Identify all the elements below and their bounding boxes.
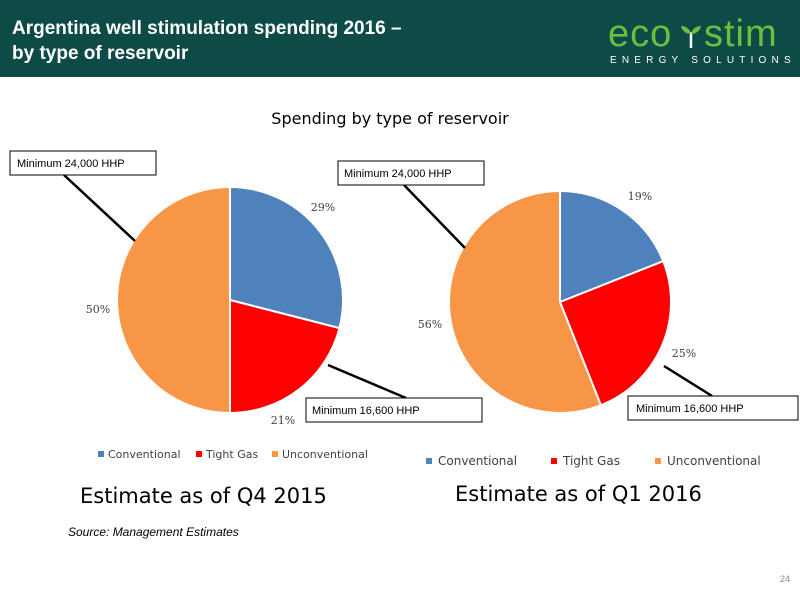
pie2-label-tight-gas: 25% [672,347,696,360]
pie1-legend-swatch-tight-gas [196,451,202,457]
pie2-slice-tight-gas [558,259,672,407]
pie1-legend-swatch-unconventional [272,451,278,457]
pie2-slice-unconventional [448,189,603,414]
page-number: 24 [780,574,790,584]
pie2-callout-line-tight-gas [663,364,713,398]
pie1-legend-swatch-conventional [98,451,104,457]
pie2-label-unconventional: 56% [418,318,442,331]
source-note: Source: Management Estimates [68,525,239,539]
pie2-callout-box-unconventional [337,160,485,186]
pie1-legend-tight-gas: Tight Gas [205,448,258,461]
pie1-slice-tight-gas [229,298,341,415]
pie2-legend-swatch-conventional [426,458,432,464]
slide-header: Argentina well stimulation spending 2016… [0,0,800,77]
slide-title-line-2: by type of reservoir [12,43,189,64]
pie1-label-conventional: 29% [311,201,335,214]
pie-chart-q4-2015: 29% 21% 50% Minimum 24,000 HHP Minimum 1… [9,150,483,508]
chart-title: Spending by type of reservoir [271,109,509,128]
pie1-callout-unconventional: Minimum 24,000 HHP [17,158,125,170]
pie1-callout-box-unconventional [9,150,157,176]
logo-eco-text: eco [608,13,673,55]
pie1-callout-tight-gas: Minimum 16,600 HHP [312,405,420,417]
pie1-legend-conventional: Conventional [108,448,181,461]
pie1-label-tight-gas: 21% [271,414,295,427]
pie2-legend-tight-gas: Tight Gas [562,454,620,468]
pie2-legend-unconventional: Unconventional [667,454,761,468]
slide-title: Argentina well stimulation spending 2016… [12,16,402,66]
pie2-callout-box-tight-gas [627,395,799,421]
pie1-slice-unconventional [116,185,231,415]
pie2-caption: Estimate as of Q1 2016 [455,482,702,506]
pie1-callout-line-unconventional [63,174,136,242]
pie2-callout-tight-gas: Minimum 16,600 HHP [636,403,744,415]
pie2-label-conventional: 19% [628,190,652,203]
ecostim-logo: eco stim ENERGY SOLUTIONS [606,12,791,70]
pie2-legend-swatch-unconventional [655,458,661,464]
pie1-legend: Conventional Tight Gas Unconventional [98,448,368,461]
slide-title-line-1: Argentina well stimulation spending 2016… [12,18,402,39]
pie1-callout-box-tight-gas [305,397,483,423]
pie2-callout-line-unconventional [403,184,466,249]
pie2-slice-conventional [559,189,665,304]
logo-stim-text: stim [704,13,778,55]
pie2-legend-swatch-tight-gas [551,458,557,464]
pie2-callout-unconventional: Minimum 24,000 HHP [344,168,452,180]
pie1-caption: Estimate as of Q4 2015 [80,484,327,508]
pie1-callout-line-tight-gas [327,363,407,400]
logo-tagline: ENERGY SOLUTIONS [610,55,796,66]
pie2-legend: Conventional Tight Gas Unconventional [426,454,761,468]
pie1-legend-unconventional: Unconventional [282,448,368,461]
pie2-legend-conventional: Conventional [438,454,517,468]
pie1-label-unconventional: 50% [86,303,110,316]
pie-chart-q1-2016: 19% 25% 56% Minimum 24,000 HHP Minimum 1… [337,160,799,506]
pie1-slice-conventional [229,185,344,330]
leaf-icon [681,26,701,48]
